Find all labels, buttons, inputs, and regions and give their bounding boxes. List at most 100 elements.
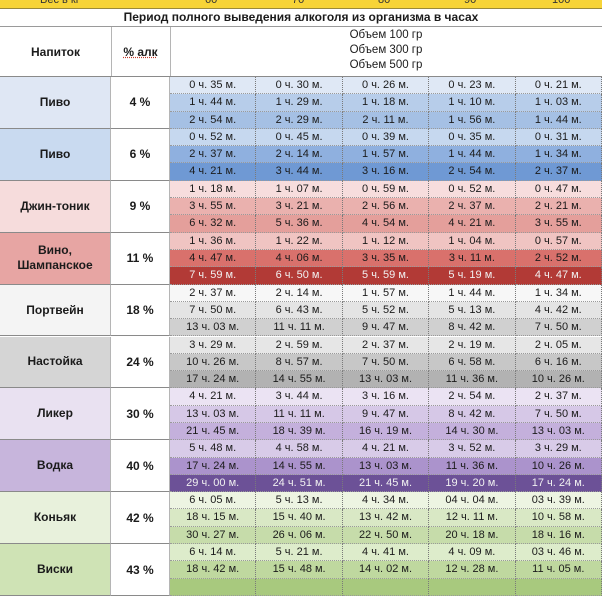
- time-cell: [170, 578, 257, 596]
- drink-group: Ликер 30 % 4 ч. 21 м. 3 ч. 44 м. 3 ч. 16 м. 2…: [0, 388, 602, 441]
- time-cell: 13 ч. 03 м.: [342, 371, 430, 389]
- time-cell: 14 ч. 55 м.: [256, 457, 343, 475]
- time-cell: 5 ч. 52 м.: [342, 301, 430, 320]
- time-cell: 6 ч. 32 м.: [170, 215, 257, 233]
- alcohol-percent: 24 %: [111, 336, 170, 389]
- time-cell: 7 ч. 50 м.: [170, 301, 257, 320]
- time-cell: 2 ч. 52 м.: [515, 249, 602, 268]
- alcohol-percent: 9 %: [111, 180, 170, 233]
- time-cell: 22 ч. 50 м.: [342, 526, 430, 545]
- time-cell: 5 ч. 13 м.: [429, 301, 516, 320]
- header-alc: % алк: [111, 27, 171, 77]
- time-cell: 24 ч. 51 м.: [256, 474, 343, 493]
- time-cell: 13 ч. 03 м.: [342, 457, 430, 475]
- time-cell: 11 ч. 36 м.: [429, 371, 516, 389]
- volume-row: 6 ч. 14 м. 5 ч. 21 м. 4 ч. 41 м. 4 ч. 09 м.…: [170, 544, 602, 562]
- time-cell: 1 ч. 04 м.: [429, 232, 516, 250]
- time-cell: 1 ч. 29 м.: [256, 94, 343, 112]
- time-cell: 1 ч. 18 м.: [170, 180, 257, 199]
- volume-row: 17 ч. 24 м. 14 ч. 55 м. 13 ч. 03 м. 11 ч. 3…: [170, 457, 602, 475]
- time-cell: 4 ч. 21 м.: [429, 215, 516, 233]
- time-cell: 21 ч. 45 м.: [342, 474, 430, 493]
- time-cell: 7 ч. 50 м.: [515, 319, 602, 337]
- time-cell: 4 ч. 06 м.: [256, 249, 343, 268]
- volume-row: 29 ч. 00 м. 24 ч. 51 м. 21 ч. 45 м. 19 ч. 2…: [170, 474, 602, 493]
- time-cell: 6 ч. 43 м.: [256, 301, 343, 320]
- time-cell: 2 ч. 59 м.: [256, 336, 343, 354]
- time-cell: 5 ч. 48 м.: [170, 440, 257, 458]
- volume-row: 18 ч. 42 м. 15 ч. 48 м. 14 ч. 02 м. 12 ч. 2…: [170, 561, 602, 579]
- time-cell: 10 ч. 58 м.: [515, 509, 602, 527]
- time-cell: 13 ч. 42 м.: [342, 509, 430, 527]
- time-cell: 1 ч. 34 м.: [515, 146, 602, 164]
- drink-group: Настойка 24 % 3 ч. 29 м. 2 ч. 59 м. 2 ч. 37 …: [0, 336, 602, 389]
- time-cell: 2 ч. 54 м.: [429, 163, 516, 181]
- time-cell: 3 ч. 11 м.: [429, 249, 516, 268]
- weight-header-strip: Вес в кг 60 70 80 90 100: [0, 0, 602, 9]
- drink-name: Пиво: [0, 128, 111, 181]
- alcohol-percent: 6 %: [111, 128, 170, 181]
- time-cell: 18 ч. 42 м.: [170, 561, 257, 579]
- time-cell: 6 ч. 16 м.: [515, 353, 602, 372]
- volume-row: 2 ч. 37 м. 2 ч. 14 м. 1 ч. 57 м. 1 ч. 44 м.…: [170, 284, 602, 302]
- time-cell: 4 ч. 21 м.: [170, 388, 257, 406]
- time-cell: 3 ч. 52 м.: [429, 440, 516, 458]
- time-cell: 0 ч. 35 м.: [429, 128, 516, 147]
- time-cell: 0 ч. 52 м.: [429, 180, 516, 199]
- time-cell: 0 ч. 57 м.: [515, 232, 602, 250]
- time-cell: 2 ч. 37 м.: [515, 163, 602, 181]
- time-cell: 12 ч. 11 м.: [429, 509, 516, 527]
- time-cell: 3 ч. 35 м.: [342, 249, 430, 268]
- time-cell: 04 ч. 04 м.: [429, 492, 516, 510]
- weight-value: 60: [205, 0, 218, 6]
- drink-name: Виски: [0, 544, 111, 596]
- time-cell: 0 ч. 35 м.: [170, 77, 257, 95]
- volume-100: Объем 100 гр: [349, 29, 423, 41]
- time-cell: 6 ч. 50 м.: [256, 267, 343, 285]
- alcohol-percent: 43 %: [111, 544, 170, 596]
- time-cell: 14 ч. 02 м.: [342, 561, 430, 579]
- time-cell: 3 ч. 55 м.: [515, 215, 602, 233]
- time-cell: 9 ч. 47 м.: [342, 319, 430, 337]
- volume-row: 3 ч. 55 м. 3 ч. 21 м. 2 ч. 56 м. 2 ч. 37 м.…: [170, 198, 602, 216]
- alcohol-percent: 40 %: [111, 440, 170, 493]
- drink-group: Виски 43 % 6 ч. 14 м. 5 ч. 21 м. 4 ч. 41 м. 4…: [0, 544, 602, 596]
- volume-row: 7 ч. 59 м. 6 ч. 50 м. 5 ч. 59 м. 5 ч. 19 м.…: [170, 267, 602, 285]
- time-cell: 2 ч. 19 м.: [429, 336, 516, 354]
- time-cell: 14 ч. 55 м.: [256, 371, 343, 389]
- volume-row: 2 ч. 37 м. 2 ч. 14 м. 1 ч. 57 м. 1 ч. 44 м.…: [170, 146, 602, 164]
- drink-name: Водка: [0, 440, 111, 493]
- drink-name: Ликер: [0, 388, 111, 441]
- time-cell: 18 ч. 16 м.: [515, 526, 602, 545]
- time-cell: 2 ч. 37 м.: [170, 284, 257, 302]
- time-cell: 11 ч. 11 м.: [256, 405, 343, 423]
- time-cell: 4 ч. 42 м.: [515, 301, 602, 320]
- drink-group: Вино, Шампанское 11 % 1 ч. 36 м. 1 ч. 22 м.…: [0, 232, 602, 285]
- time-cell: 30 ч. 27 м.: [170, 526, 257, 545]
- volume-row: 13 ч. 03 м. 11 ч. 11 м. 9 ч. 47 м. 8 ч. 42 …: [170, 405, 602, 423]
- time-cell: 5 ч. 21 м.: [256, 544, 343, 562]
- weight-value: 70: [292, 0, 305, 6]
- volume-row: 0 ч. 35 м. 0 ч. 30 м. 0 ч. 26 м. 0 ч. 23 м.…: [170, 77, 602, 95]
- time-cell: 11 ч. 05 м.: [515, 561, 602, 579]
- volume-row: [170, 578, 602, 596]
- time-cell: 2 ч. 21 м.: [515, 198, 602, 216]
- volume-row: 1 ч. 18 м. 1 ч. 07 м. 0 ч. 59 м. 0 ч. 52 м.…: [170, 180, 602, 199]
- time-cell: 2 ч. 37 м.: [429, 198, 516, 216]
- time-cell: 6 ч. 14 м.: [170, 544, 257, 562]
- time-cell: 3 ч. 29 м.: [170, 336, 257, 354]
- time-cell: 21 ч. 45 м.: [170, 422, 257, 441]
- volume-row: 6 ч. 05 м. 5 ч. 13 м. 4 ч. 34 м. 04 ч. 04 м…: [170, 492, 602, 510]
- time-cell: 2 ч. 37 м.: [342, 336, 430, 354]
- volume-500: Объем 500 гр: [349, 59, 423, 71]
- time-cell: 17 ч. 24 м.: [170, 457, 257, 475]
- time-cell: 2 ч. 37 м.: [515, 388, 602, 406]
- time-cell: 3 ч. 55 м.: [170, 198, 257, 216]
- time-cell: 15 ч. 40 м.: [256, 509, 343, 527]
- time-cell: 17 ч. 24 м.: [170, 371, 257, 389]
- time-cell: 0 ч. 47 м.: [515, 180, 602, 199]
- volume-row: 4 ч. 47 м. 4 ч. 06 м. 3 ч. 35 м. 3 ч. 11 м.…: [170, 249, 602, 268]
- time-cell: 4 ч. 47 м.: [170, 249, 257, 268]
- time-cell: 13 ч. 03 м.: [170, 319, 257, 337]
- time-cell: 12 ч. 28 м.: [429, 561, 516, 579]
